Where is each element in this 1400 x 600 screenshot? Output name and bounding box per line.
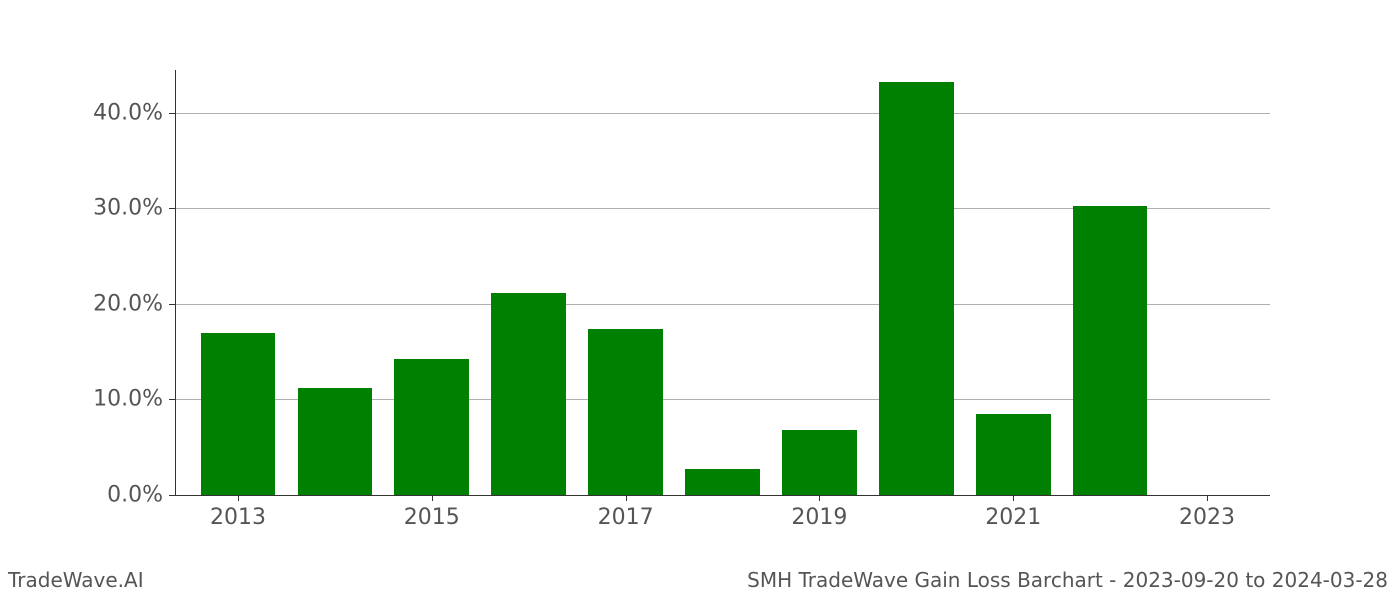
bar <box>588 329 663 495</box>
y-axis-line <box>175 70 176 495</box>
ytick-label: 30.0% <box>93 196 175 221</box>
footer-right-caption: SMH TradeWave Gain Loss Barchart - 2023-… <box>747 568 1388 592</box>
xtick-label: 2023 <box>1179 495 1235 530</box>
xtick-label: 2019 <box>791 495 847 530</box>
xtick-label: 2013 <box>210 495 266 530</box>
xtick-label: 2017 <box>598 495 654 530</box>
ytick-label: 10.0% <box>93 387 175 412</box>
bar <box>782 430 857 495</box>
ytick-label: 20.0% <box>93 291 175 316</box>
gridline <box>175 113 1270 114</box>
bar <box>491 293 566 495</box>
bar <box>685 469 760 495</box>
bar <box>201 333 276 495</box>
bar <box>1073 206 1148 495</box>
footer-left-caption: TradeWave.AI <box>8 568 144 592</box>
xtick-label: 2015 <box>404 495 460 530</box>
bar <box>298 388 373 495</box>
bar <box>976 414 1051 495</box>
x-axis-line <box>175 495 1270 496</box>
ytick-label: 40.0% <box>93 100 175 125</box>
bar <box>394 359 469 495</box>
xtick-label: 2021 <box>985 495 1041 530</box>
ytick-label: 0.0% <box>107 483 175 508</box>
bar <box>879 82 954 495</box>
chart-plot-area: 0.0%10.0%20.0%30.0%40.0%2013201520172019… <box>175 70 1270 495</box>
